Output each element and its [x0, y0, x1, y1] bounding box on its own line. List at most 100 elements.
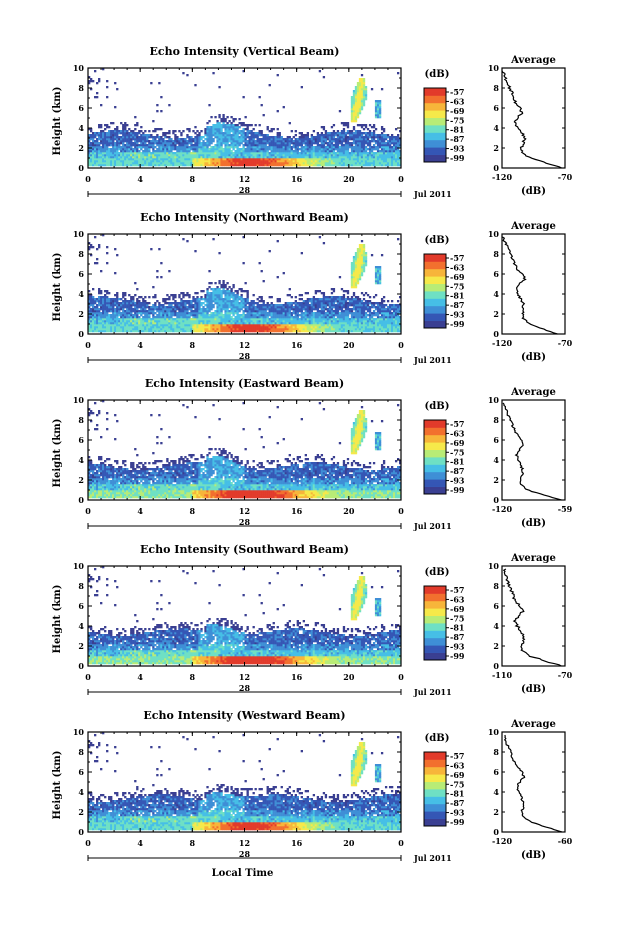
heatmap-cell: [122, 296, 125, 299]
heatmap-cell: [204, 310, 207, 313]
heatmap-cell: [94, 308, 97, 311]
heatmap-cell: [168, 312, 171, 315]
heatmap-cell: [258, 300, 261, 303]
heatmap-cell: [304, 304, 307, 307]
heatmap-cell: [246, 316, 249, 319]
heatmap-cell: [108, 326, 111, 329]
heatmap-cell: [138, 132, 141, 135]
x-tick-label: 8: [190, 174, 196, 184]
heatmap-cell: [222, 318, 225, 321]
heatmap-cell: [340, 158, 344, 161]
heatmap-cell: [234, 134, 237, 137]
heatmap-cell: [286, 314, 289, 317]
heatmap-cell: [180, 310, 183, 313]
heatmap-cell: [228, 146, 231, 149]
heatmap-cell: [276, 164, 279, 167]
heatmap-cell: [124, 126, 127, 129]
heatmap-cell: [302, 320, 305, 323]
heatmap-cell: [378, 100, 382, 103]
heatmap-cell: [356, 130, 360, 133]
heatmap-cell: [322, 138, 326, 141]
heatmap-cell: [226, 152, 229, 155]
heatmap-cell: [370, 154, 374, 157]
heatmap-cell: [252, 142, 255, 145]
heatmap-cell: [366, 154, 370, 157]
heatmap-cell: [88, 144, 91, 147]
heatmap-cell: [216, 304, 219, 307]
heatmap-cell: [226, 124, 229, 127]
heatmap-cell: [196, 142, 199, 145]
heatmap-cell: [198, 160, 201, 163]
heatmap-cell: [260, 156, 263, 159]
heatmap-cell: [350, 98, 354, 101]
heatmap-cell: [244, 316, 247, 319]
heatmap-cell: [364, 124, 368, 127]
heatmap-cell: [204, 304, 207, 307]
heatmap-cell: [198, 164, 201, 167]
heatmap-cell: [290, 158, 293, 161]
heatmap-cell: [250, 156, 253, 159]
heatmap-cell: [210, 316, 213, 319]
heatmap-cell: [264, 160, 267, 163]
heatmap-cell: [222, 150, 225, 153]
heatmap-cell: [324, 130, 328, 133]
heatmap-cell: [214, 128, 217, 131]
heatmap-cell: [106, 156, 109, 159]
heatmap-cell: [100, 312, 103, 315]
heatmap-cell: [92, 318, 95, 321]
heatmap-cell: [100, 316, 103, 319]
heatmap-cell: [352, 128, 356, 131]
heatmap-cell: [182, 296, 185, 299]
heatmap-cell: [154, 330, 157, 333]
heatmap-cell: [262, 320, 265, 323]
heatmap-cell: [272, 150, 275, 153]
heatmap-cell: [154, 324, 157, 327]
heatmap-cell: [294, 156, 297, 159]
heatmap-cell: [90, 316, 93, 319]
heatmap-cell: [362, 150, 366, 153]
average-title: Average: [510, 55, 556, 66]
heatmap-cell: [212, 132, 215, 135]
heatmap-cell: [296, 158, 299, 161]
heatmap-cell: [260, 150, 263, 153]
heatmap-cell: [248, 320, 251, 323]
heatmap-cell: [124, 326, 127, 329]
heatmap-cell: [324, 158, 328, 161]
heatmap-cell: [288, 310, 291, 313]
heatmap-cell: [172, 142, 175, 145]
heatmap-cell: [222, 286, 225, 289]
heatmap-cell: [246, 298, 249, 301]
heatmap-cell: [146, 312, 149, 315]
heatmap-cell: [252, 144, 255, 147]
heatmap-cell: [90, 324, 93, 327]
heatmap-cell: [258, 304, 261, 307]
heatmap-cell: [358, 130, 362, 133]
heatmap-cell: [268, 318, 271, 321]
heatmap-cell: [276, 142, 279, 145]
heatmap-cell: [340, 160, 344, 163]
heatmap-cell: [104, 128, 107, 131]
heatmap-cell: [352, 118, 356, 121]
heatmap-cell: [286, 142, 289, 145]
heatmap-cell: [310, 144, 314, 147]
heatmap-cell: [358, 100, 362, 103]
heatmap-cell: [96, 322, 99, 325]
heatmap-cell: [268, 158, 271, 161]
heatmap-cell: [194, 126, 197, 129]
heatmap-cell: [286, 136, 289, 139]
heatmap-cell: [106, 140, 109, 143]
heatmap-cell: [216, 160, 219, 163]
heatmap-cell: [338, 110, 342, 113]
heatmap-cell: [244, 124, 247, 127]
heatmap-cell: [186, 240, 189, 243]
heatmap-cell: [374, 112, 378, 115]
heatmap-cell: [210, 306, 213, 309]
heatmap-cell: [210, 292, 213, 295]
heatmap-cell: [300, 144, 303, 147]
heatmap-cell: [244, 318, 247, 321]
heatmap-cell: [352, 116, 356, 119]
heatmap-cell: [198, 316, 201, 319]
heatmap-cell: [372, 158, 376, 161]
heatmap-cell: [116, 326, 119, 329]
heatmap-cell: [150, 146, 153, 149]
